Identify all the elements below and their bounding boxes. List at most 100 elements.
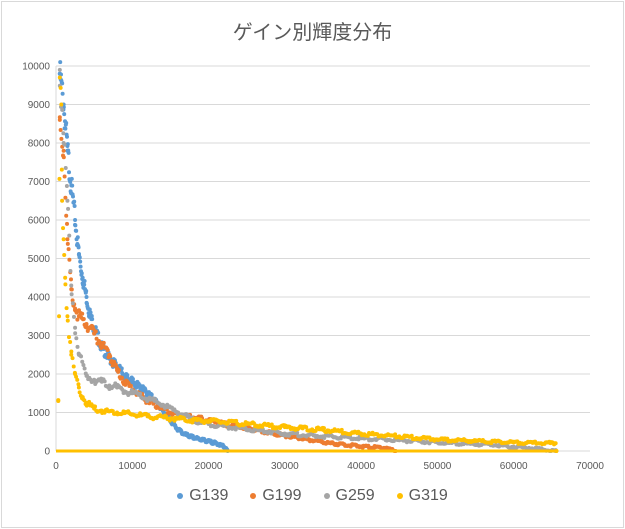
data-point bbox=[282, 431, 287, 436]
data-point bbox=[73, 306, 78, 311]
data-point bbox=[73, 372, 78, 376]
data-point bbox=[58, 85, 63, 90]
data-point bbox=[76, 245, 81, 250]
series-g319 bbox=[56, 75, 559, 453]
data-point bbox=[76, 352, 81, 357]
data-point bbox=[198, 437, 203, 442]
data-point bbox=[221, 444, 226, 449]
data-point bbox=[69, 287, 74, 292]
data-point bbox=[65, 241, 70, 246]
data-point bbox=[57, 75, 62, 80]
data-point bbox=[82, 366, 87, 371]
data-point bbox=[58, 128, 63, 133]
data-point bbox=[73, 218, 78, 222]
legend-marker-icon bbox=[396, 493, 403, 499]
data-point bbox=[62, 174, 67, 179]
data-point bbox=[90, 317, 95, 322]
data-point bbox=[61, 226, 66, 231]
legend-label: G259 bbox=[335, 487, 375, 504]
data-point bbox=[122, 389, 127, 394]
data-point bbox=[79, 271, 84, 276]
data-point bbox=[473, 438, 478, 443]
data-point bbox=[282, 425, 287, 430]
data-point bbox=[304, 425, 309, 430]
data-point bbox=[65, 237, 70, 242]
data-point bbox=[76, 385, 81, 390]
chart-legend: G139 G199 G259 G319 bbox=[0, 487, 625, 505]
data-point bbox=[244, 422, 249, 427]
data-point bbox=[73, 331, 78, 336]
data-point bbox=[435, 437, 440, 442]
data-point bbox=[63, 195, 68, 200]
data-point bbox=[397, 434, 402, 439]
data-point bbox=[69, 292, 74, 297]
y-tick-label: 4000 bbox=[28, 293, 51, 304]
data-point bbox=[191, 435, 196, 440]
data-point bbox=[84, 321, 89, 326]
data-point bbox=[76, 252, 81, 257]
data-point bbox=[511, 444, 516, 449]
y-tick-label: 0 bbox=[44, 447, 50, 458]
data-point bbox=[138, 391, 143, 396]
legend-label: G139 bbox=[189, 487, 229, 504]
data-point bbox=[62, 252, 67, 257]
y-tick-label: 1000 bbox=[28, 408, 51, 419]
data-point bbox=[321, 427, 325, 432]
data-point bbox=[64, 183, 69, 188]
y-tick-label: 9000 bbox=[28, 100, 51, 111]
data-point bbox=[115, 368, 120, 373]
data-point bbox=[60, 198, 65, 203]
data-point bbox=[57, 71, 62, 76]
data-point bbox=[63, 166, 68, 171]
y-tick-label: 10000 bbox=[22, 62, 50, 73]
data-point bbox=[145, 397, 150, 402]
data-point bbox=[137, 385, 142, 390]
data-point bbox=[244, 427, 249, 432]
data-point bbox=[75, 377, 80, 382]
data-point bbox=[82, 279, 87, 284]
data-point bbox=[130, 391, 135, 396]
data-point bbox=[57, 176, 62, 181]
data-point bbox=[160, 402, 165, 407]
y-tick-label: 7000 bbox=[28, 177, 51, 188]
data-point bbox=[76, 314, 81, 319]
data-point bbox=[57, 67, 62, 72]
data-point bbox=[69, 349, 74, 354]
data-point bbox=[72, 203, 77, 208]
data-point bbox=[496, 443, 501, 448]
data-point bbox=[61, 148, 66, 153]
data-point bbox=[60, 91, 65, 96]
data-point bbox=[67, 257, 72, 262]
data-point bbox=[74, 228, 79, 233]
data-point bbox=[69, 176, 74, 181]
data-point bbox=[99, 379, 104, 384]
data-point bbox=[84, 400, 89, 405]
data-point bbox=[57, 117, 62, 122]
data-point bbox=[553, 441, 558, 446]
data-point bbox=[130, 379, 135, 384]
data-point bbox=[214, 441, 219, 446]
data-point bbox=[78, 259, 83, 264]
data-point bbox=[69, 283, 74, 288]
x-tick-label: 60000 bbox=[500, 461, 528, 472]
data-point bbox=[105, 348, 110, 353]
data-point bbox=[382, 445, 387, 450]
data-point bbox=[60, 107, 65, 112]
data-point bbox=[221, 423, 226, 428]
data-point bbox=[81, 362, 86, 367]
data-point bbox=[61, 237, 66, 242]
data-point bbox=[102, 379, 107, 384]
data-point bbox=[328, 441, 333, 446]
data-point bbox=[57, 314, 62, 319]
data-point bbox=[526, 445, 531, 450]
data-point bbox=[71, 364, 76, 369]
data-point bbox=[80, 395, 85, 400]
data-point bbox=[64, 306, 69, 311]
data-point bbox=[92, 377, 97, 382]
data-point bbox=[65, 142, 70, 147]
x-tick-label: 40000 bbox=[347, 461, 375, 472]
data-point bbox=[72, 199, 77, 204]
legend-marker-icon bbox=[177, 493, 184, 499]
y-tick-label: 2000 bbox=[28, 370, 51, 381]
data-point bbox=[393, 432, 398, 437]
